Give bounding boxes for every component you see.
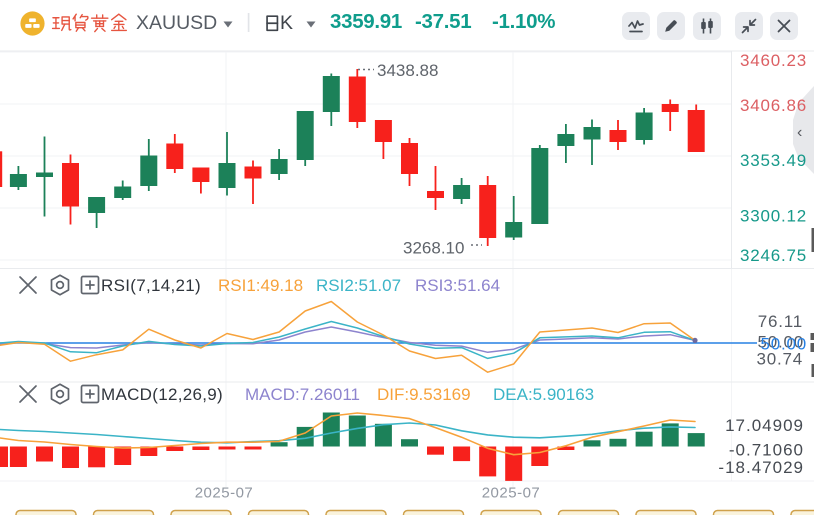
svg-text:3438.88: 3438.88 (377, 61, 438, 80)
svg-text:‹: ‹ (797, 124, 802, 141)
svg-text:3353.49: 3353.49 (740, 151, 807, 170)
svg-text:-0.71060: -0.71060 (729, 441, 804, 460)
svg-text:50.00: 50.00 (757, 333, 804, 352)
svg-text:3300.12: 3300.12 (740, 207, 807, 226)
svg-text:30.74: 30.74 (756, 350, 803, 369)
svg-text:3268.10: 3268.10 (403, 239, 464, 258)
svg-text:-18.47029: -18.47029 (718, 458, 804, 477)
svg-text:17.04909: 17.04909 (725, 416, 804, 435)
svg-text:3246.75: 3246.75 (740, 246, 807, 265)
svg-text:76.11: 76.11 (758, 312, 803, 331)
svg-text:3460.23: 3460.23 (740, 51, 807, 70)
svg-text:3406.86: 3406.86 (740, 96, 807, 115)
svg-text:2025-07: 2025-07 (195, 485, 254, 502)
svg-text:50.00: 50.00 (760, 335, 807, 354)
svg-text:2025-07: 2025-07 (482, 485, 541, 502)
